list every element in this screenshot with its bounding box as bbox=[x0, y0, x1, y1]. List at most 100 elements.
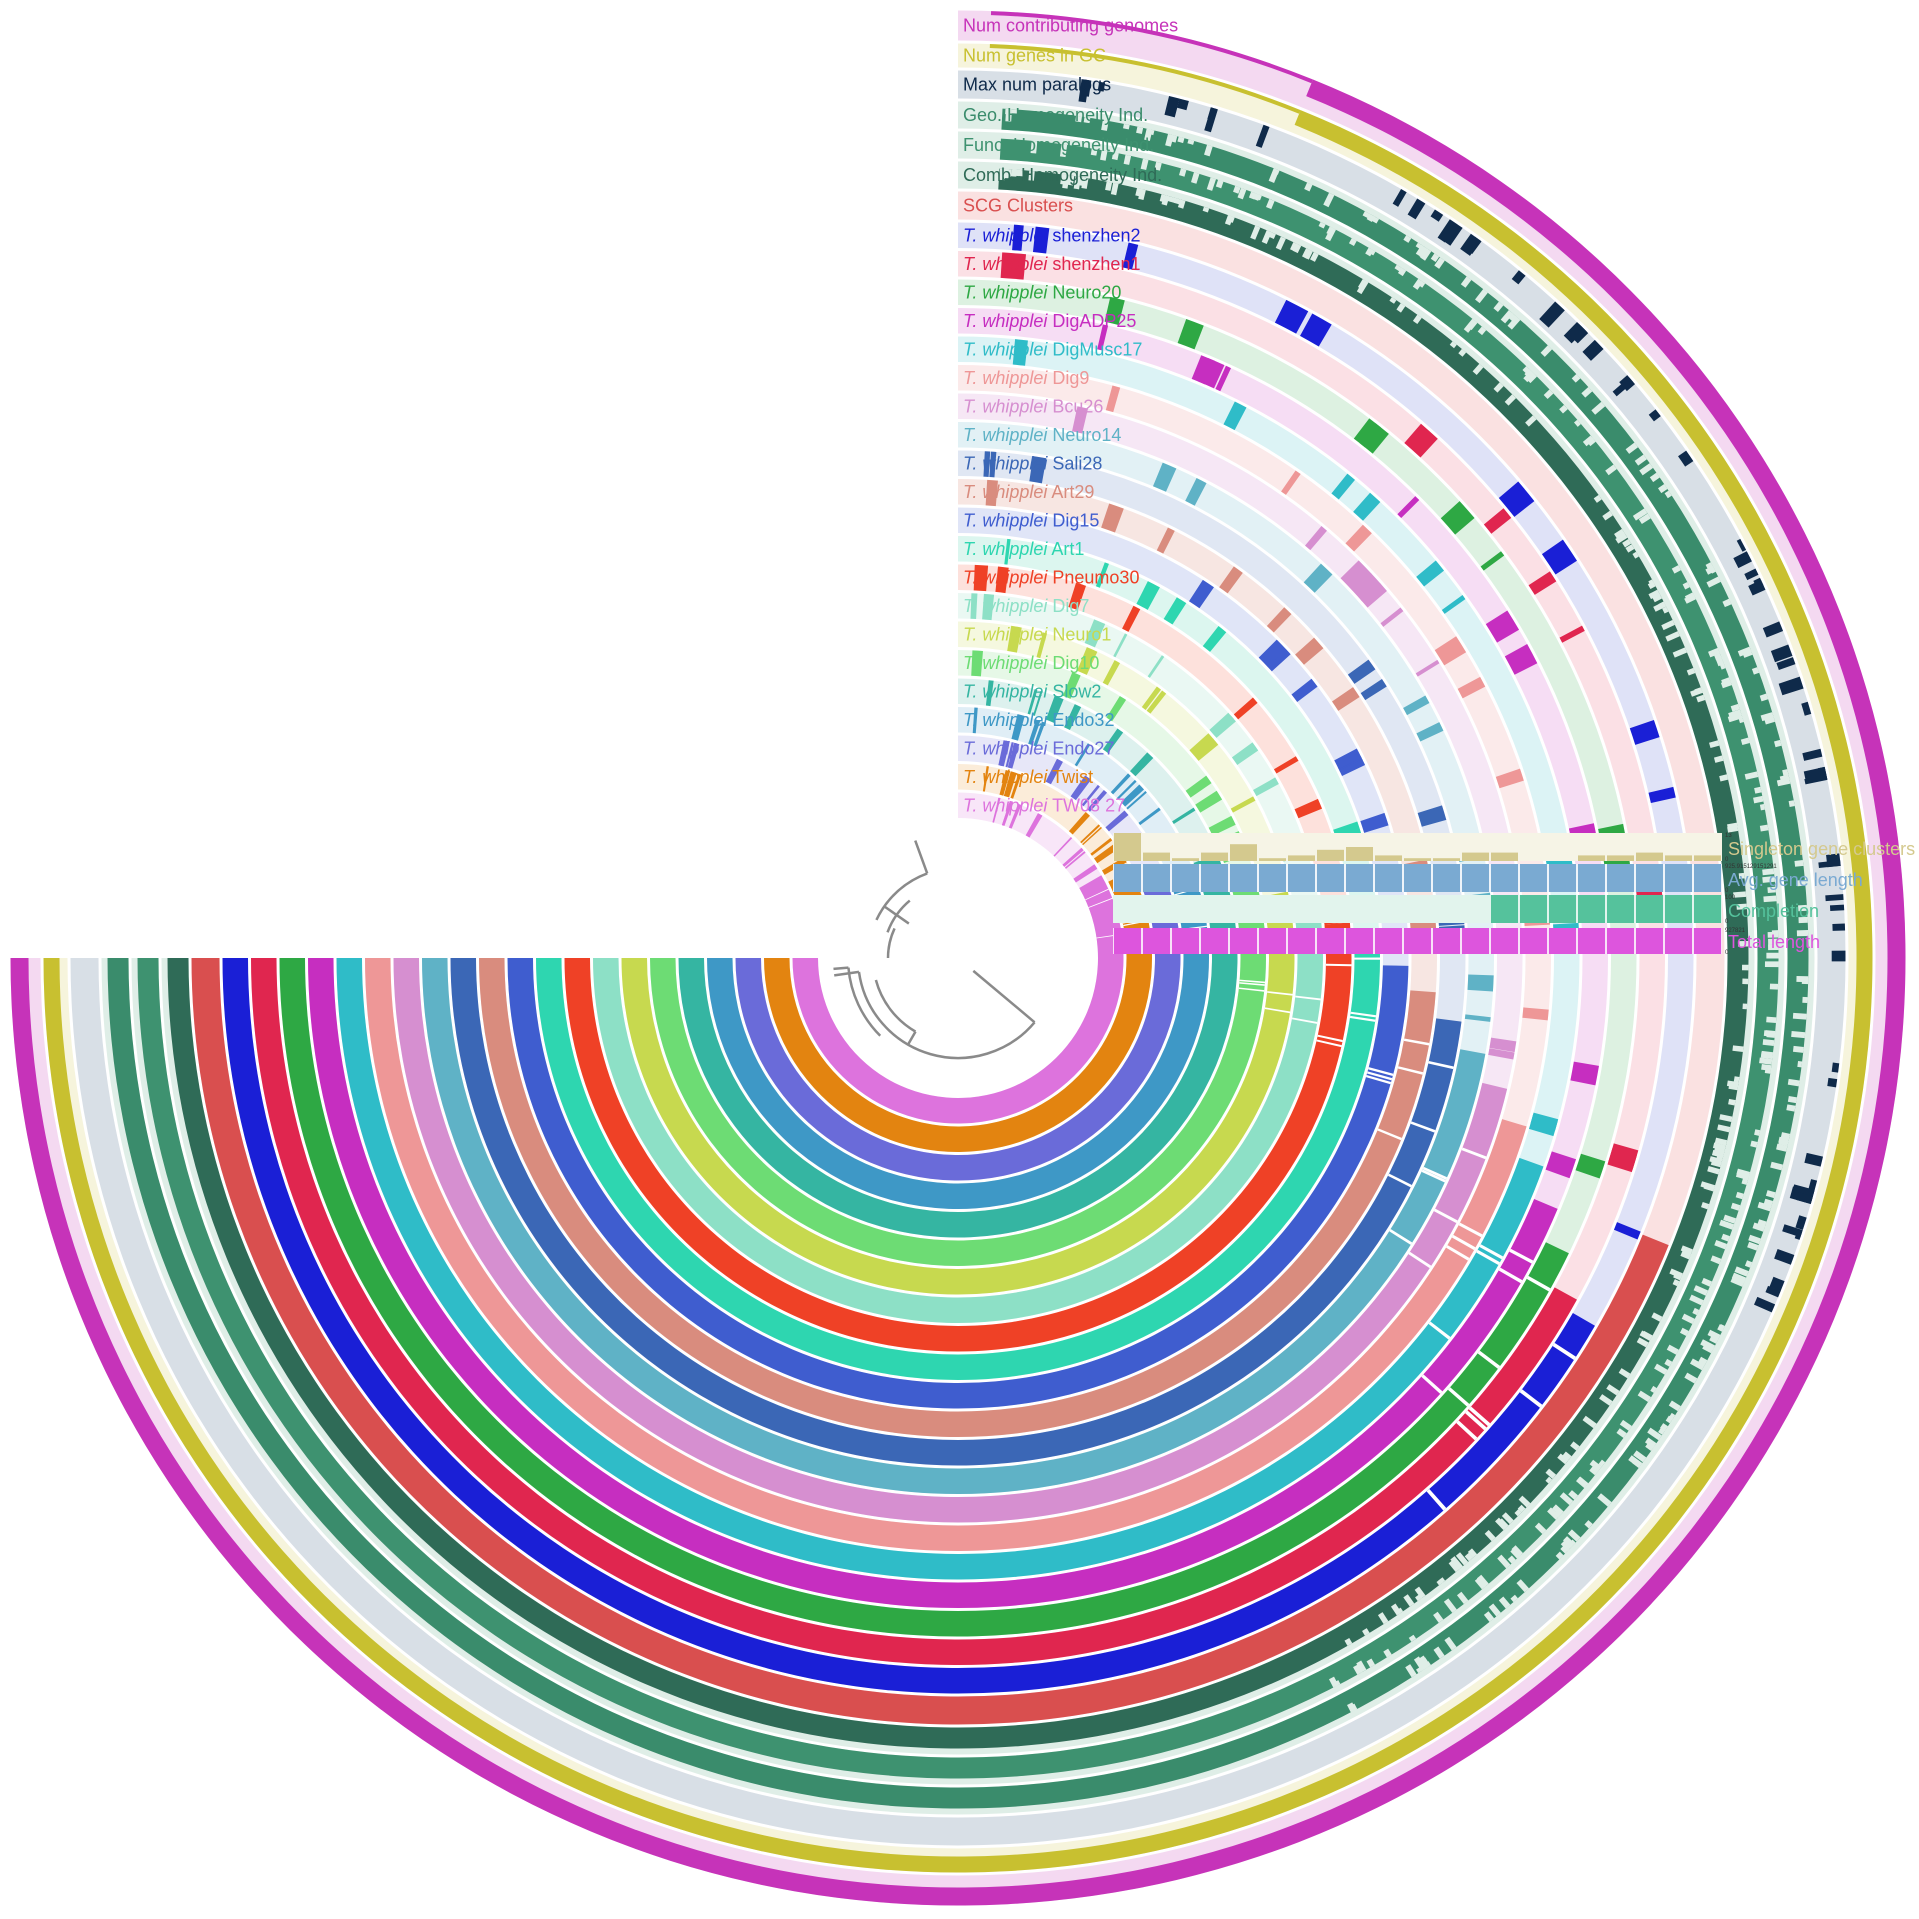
homog-notch bbox=[1567, 1529, 1581, 1542]
genome-tick bbox=[1146, 690, 1167, 714]
total-length-bar bbox=[1433, 928, 1460, 954]
genome-tick bbox=[1403, 695, 1430, 716]
genome-tick bbox=[1209, 712, 1236, 738]
paralog-bar bbox=[1733, 551, 1752, 569]
homog-notch bbox=[1742, 978, 1749, 985]
homog-notch bbox=[1759, 1057, 1773, 1065]
homog-notch bbox=[1797, 1060, 1803, 1068]
avg-gene-length-bar bbox=[1549, 864, 1576, 892]
genome-tick bbox=[1332, 687, 1360, 711]
homog-notch bbox=[1796, 975, 1809, 983]
paralog-bar bbox=[1831, 950, 1846, 962]
homog-notch bbox=[1753, 795, 1764, 804]
homog-notch bbox=[1741, 1177, 1749, 1185]
genome-gap bbox=[1387, 1173, 1412, 1188]
homog-notch bbox=[1495, 1517, 1508, 1531]
homog-notch bbox=[1449, 341, 1457, 349]
paralog-bar bbox=[1444, 223, 1463, 246]
homog-notch bbox=[1179, 168, 1187, 177]
paralog-bar bbox=[1612, 377, 1634, 397]
genome-tick bbox=[1434, 636, 1467, 666]
paralog-bar bbox=[1511, 270, 1526, 285]
paralog-bar bbox=[1748, 579, 1766, 596]
genome-tick bbox=[1090, 837, 1113, 856]
homog-notch bbox=[1639, 463, 1654, 476]
genome-label-17: T. whipplei Endo32 bbox=[963, 710, 1114, 730]
homog-notch bbox=[1701, 1201, 1710, 1210]
layer-4 bbox=[131, 131, 1785, 1785]
genome-tick bbox=[972, 707, 978, 734]
homog-notch bbox=[1679, 1327, 1689, 1337]
genome-gap bbox=[1421, 1374, 1443, 1394]
paralog-bar bbox=[1081, 79, 1092, 97]
homog-notch bbox=[1754, 786, 1762, 794]
homog-notch bbox=[1028, 170, 1035, 181]
homog-notch bbox=[1709, 566, 1716, 574]
paralog-bar bbox=[1769, 1276, 1785, 1292]
homog-notch bbox=[1727, 822, 1738, 830]
homog-notch bbox=[1517, 1504, 1526, 1513]
genome-label-10: T. whipplei Dig15 bbox=[963, 510, 1099, 530]
genome-tick bbox=[985, 479, 998, 507]
strain-name: Neuro14 bbox=[1047, 425, 1121, 445]
paralog-bar bbox=[1582, 339, 1604, 361]
homog-notch bbox=[1616, 1428, 1627, 1438]
homog-notch bbox=[1559, 404, 1568, 414]
dendrogram-branch bbox=[914, 840, 929, 874]
homog-notch bbox=[1762, 876, 1775, 883]
homog-notch bbox=[1709, 740, 1720, 749]
avg-gene-length-bar bbox=[1288, 864, 1315, 892]
homog-notch bbox=[1458, 348, 1467, 357]
genome-tick bbox=[1163, 597, 1187, 625]
completion-bar bbox=[1694, 895, 1721, 923]
dendrogram-branch bbox=[906, 1030, 917, 1046]
genome-gap bbox=[1325, 963, 1352, 967]
avg-gene-length-bar bbox=[1491, 864, 1518, 892]
genome-tick bbox=[1130, 752, 1154, 777]
homog-notch bbox=[1500, 309, 1514, 324]
genome-tick bbox=[1347, 659, 1376, 684]
genome-ring-14 bbox=[621, 621, 1295, 1295]
paralog-bar bbox=[1762, 621, 1784, 638]
genome-tick bbox=[1480, 551, 1505, 571]
genome-tick bbox=[1485, 610, 1520, 643]
genome-tick bbox=[1064, 704, 1082, 730]
genome-tick bbox=[973, 564, 989, 592]
homog-notch bbox=[1272, 168, 1280, 175]
genome-tick bbox=[1339, 759, 1366, 776]
homog-notch bbox=[1762, 868, 1775, 876]
genome-tick bbox=[1110, 773, 1131, 795]
homog-notch bbox=[1450, 1556, 1463, 1570]
homog-notch bbox=[1559, 1492, 1574, 1506]
homog-notch bbox=[1619, 1419, 1632, 1431]
homog-notch bbox=[1383, 1648, 1392, 1658]
homog-notch bbox=[1477, 326, 1487, 336]
homog-notch bbox=[1140, 158, 1149, 171]
homog-notch bbox=[1668, 1400, 1681, 1412]
homog-notch bbox=[1593, 494, 1602, 503]
homog-notch bbox=[1698, 1356, 1708, 1366]
homog-notch bbox=[1764, 961, 1779, 968]
homog-notch bbox=[1736, 1168, 1751, 1178]
genome-tick bbox=[1416, 722, 1444, 742]
paralog-bar bbox=[1765, 1285, 1781, 1298]
species-name: T. whipplei bbox=[963, 425, 1048, 445]
homog-notch bbox=[1389, 297, 1397, 304]
homog-notch bbox=[1191, 172, 1200, 184]
homog-notch bbox=[1570, 1441, 1580, 1451]
genome-gap bbox=[1410, 1121, 1436, 1133]
genome-tick bbox=[1045, 758, 1063, 785]
completion-bar bbox=[1491, 895, 1518, 923]
completion-bar bbox=[1665, 895, 1692, 923]
genome-tick bbox=[970, 593, 978, 619]
homog-notch bbox=[1067, 175, 1075, 186]
paralog-bar bbox=[1795, 1215, 1807, 1230]
genome-tick bbox=[982, 593, 995, 621]
homog-notch bbox=[1518, 1495, 1531, 1508]
species-name: T. whipplei bbox=[963, 282, 1048, 302]
genome-gap bbox=[1433, 1208, 1458, 1224]
homog-notch bbox=[1525, 415, 1537, 427]
total-length-bar bbox=[1665, 928, 1692, 954]
genome-tick bbox=[989, 451, 997, 478]
homog-notch bbox=[1759, 804, 1765, 811]
